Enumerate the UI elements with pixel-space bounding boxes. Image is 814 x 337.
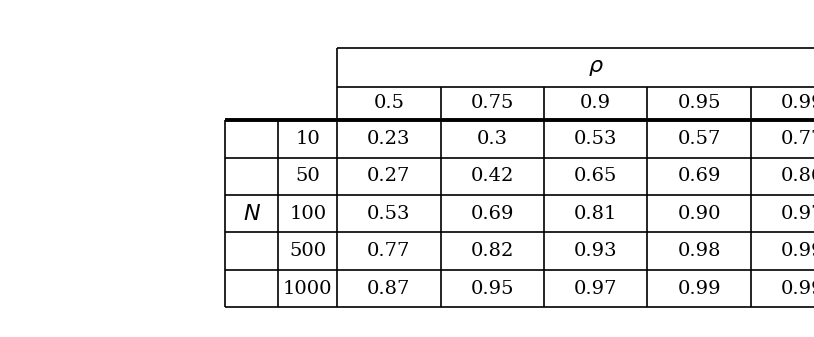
Text: 0.97: 0.97 — [781, 205, 814, 223]
Text: 0.99: 0.99 — [781, 242, 814, 260]
Text: 100: 100 — [289, 205, 326, 223]
Text: 0.95: 0.95 — [470, 279, 514, 298]
Text: 0.9: 0.9 — [580, 94, 611, 113]
Text: 0.99: 0.99 — [677, 279, 721, 298]
Text: 0.99: 0.99 — [781, 94, 814, 113]
Text: 0.69: 0.69 — [470, 205, 514, 223]
Text: $\rho$: $\rho$ — [588, 56, 604, 79]
Text: 0.5: 0.5 — [374, 94, 405, 113]
Text: 0.69: 0.69 — [677, 167, 721, 185]
Text: 0.97: 0.97 — [574, 279, 618, 298]
Text: 0.95: 0.95 — [677, 94, 721, 113]
Text: 0.65: 0.65 — [574, 167, 617, 185]
Text: 0.87: 0.87 — [367, 279, 410, 298]
Text: 50: 50 — [295, 167, 320, 185]
Text: 0.77: 0.77 — [367, 242, 410, 260]
Text: 0.77: 0.77 — [781, 130, 814, 148]
Text: 1000: 1000 — [283, 279, 332, 298]
Text: 0.42: 0.42 — [470, 167, 514, 185]
Text: 0.57: 0.57 — [677, 130, 721, 148]
Text: 0.98: 0.98 — [677, 242, 721, 260]
Text: 0.81: 0.81 — [574, 205, 617, 223]
Text: 0.86: 0.86 — [781, 167, 814, 185]
Text: 0.53: 0.53 — [367, 205, 410, 223]
Text: 0.90: 0.90 — [677, 205, 721, 223]
Text: 0.23: 0.23 — [367, 130, 410, 148]
Text: 0.53: 0.53 — [574, 130, 618, 148]
Text: 0.27: 0.27 — [367, 167, 410, 185]
Text: $N$: $N$ — [243, 203, 260, 225]
Text: 0.93: 0.93 — [574, 242, 618, 260]
Text: 500: 500 — [289, 242, 326, 260]
Text: 10: 10 — [295, 130, 320, 148]
Text: 0.82: 0.82 — [470, 242, 514, 260]
Text: 0.75: 0.75 — [470, 94, 514, 113]
Text: 0.3: 0.3 — [477, 130, 508, 148]
Text: 0.99: 0.99 — [781, 279, 814, 298]
